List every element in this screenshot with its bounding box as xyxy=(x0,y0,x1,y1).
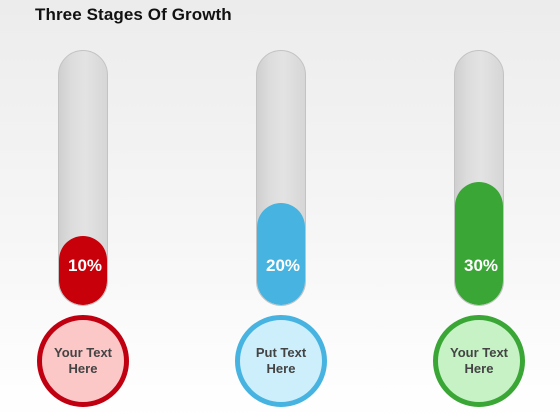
stage-1: 10% Your Text Here xyxy=(30,0,140,420)
stage-text: Your Text Here xyxy=(53,345,113,376)
thermometer-tube xyxy=(58,50,108,306)
percent-label: 20% xyxy=(265,256,301,275)
thermometer-tube xyxy=(256,50,306,306)
stage-2: 20% Put Text Here xyxy=(228,0,338,420)
stage-3: 30% Your Text Here xyxy=(426,0,536,420)
stage-text: Put Text Here xyxy=(255,345,307,376)
progress-fill xyxy=(455,182,503,305)
stage-circle: Your Text Here xyxy=(433,315,525,407)
page-title: Three Stages Of Growth xyxy=(35,5,232,24)
percent-label: 30% xyxy=(463,256,499,275)
stage-circle: Your Text Here xyxy=(37,315,129,407)
progress-fill xyxy=(257,203,305,305)
percent-label: 10% xyxy=(67,256,103,275)
stage-text: Your Text Here xyxy=(449,345,509,376)
thermometer-tube xyxy=(454,50,504,306)
progress-fill xyxy=(59,236,107,305)
stage-circle: Put Text Here xyxy=(235,315,327,407)
